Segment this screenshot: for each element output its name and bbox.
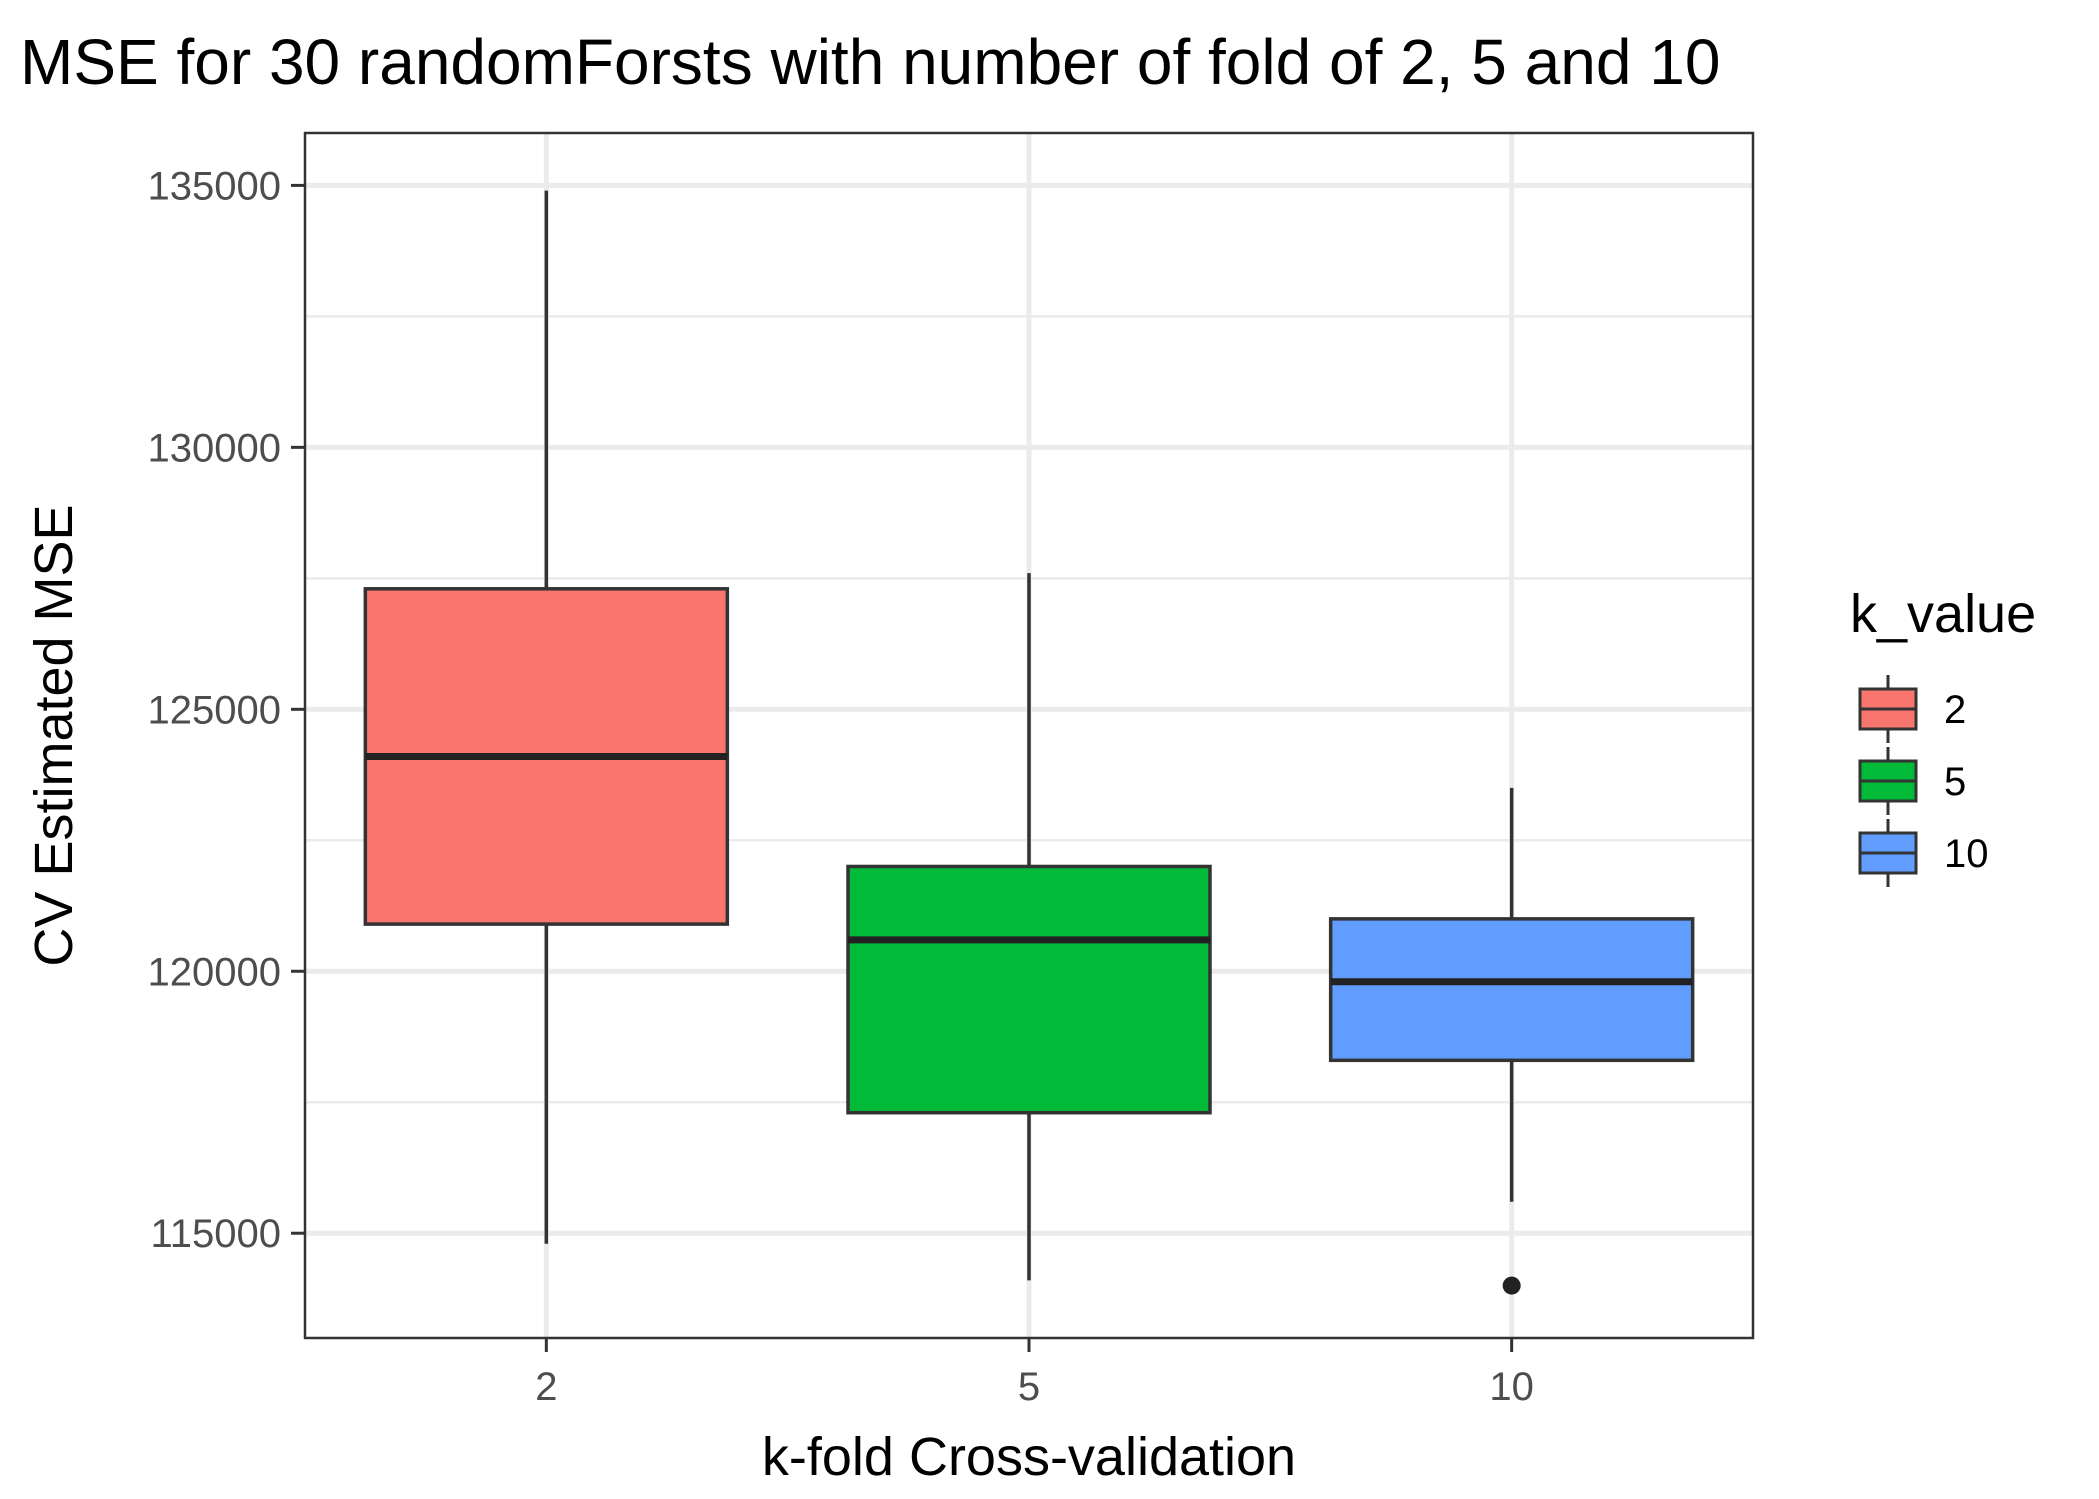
chart-title: MSE for 30 randomForsts with number of f…: [20, 26, 1720, 98]
legend-title: k_value: [1850, 584, 2036, 644]
legend-label: 5: [1944, 760, 1966, 804]
outlier-point: [1502, 1276, 1521, 1295]
y-tick-label: 120000: [148, 950, 281, 994]
y-tick-label: 135000: [148, 164, 281, 208]
box-10: [1328, 787, 1695, 1295]
box-body: [1328, 917, 1695, 1063]
y-axis: 115000 120000 125000 130000 135000: [148, 164, 305, 1256]
y-tick-label: 115000: [150, 1212, 281, 1256]
legend-entry-2: 2: [1858, 675, 1966, 743]
y-tick-label: 130000: [148, 426, 281, 470]
box-body: [846, 864, 1212, 1115]
box-5: [846, 573, 1212, 1281]
x-tick-label: 2: [535, 1365, 557, 1409]
x-axis-title: k-fold Cross-validation: [762, 1427, 1296, 1487]
legend: k_value 2 5 10: [1850, 584, 2036, 887]
y-tick-label: 125000: [148, 688, 281, 732]
box-2: [363, 190, 730, 1244]
y-axis-title: CV Estimated MSE: [24, 504, 84, 966]
legend-entry-5: 5: [1858, 747, 1966, 815]
legend-label: 10: [1944, 832, 1989, 876]
x-tick-label: 10: [1489, 1365, 1534, 1409]
legend-entry-10: 10: [1858, 819, 1989, 887]
x-axis: 2 5 10: [535, 1338, 1534, 1409]
legend-label: 2: [1944, 688, 1966, 732]
boxes: [363, 190, 1695, 1295]
x-tick-label: 5: [1018, 1365, 1040, 1409]
